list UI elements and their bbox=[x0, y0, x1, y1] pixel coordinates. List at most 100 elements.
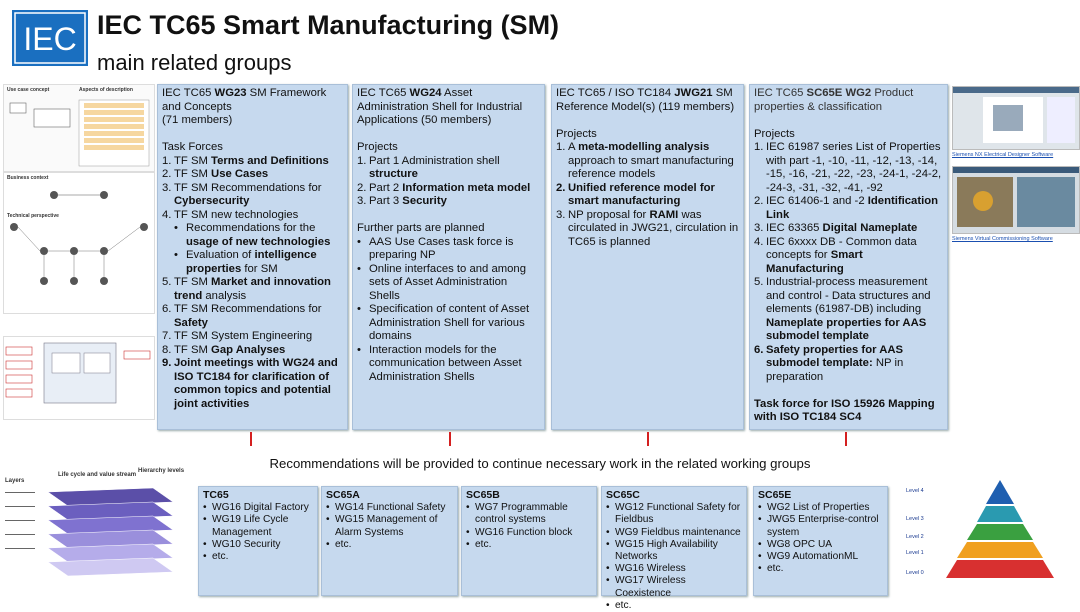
item-text: etc. bbox=[335, 538, 352, 550]
item-text: WG15 Management of Alarm Systems bbox=[335, 514, 438, 538]
group-item: • WG2 List of Properties bbox=[758, 502, 883, 514]
text-run: Unified reference model for smart manufa… bbox=[568, 181, 715, 208]
list-item: 3. NP proposal for RAMI was circulated in… bbox=[556, 209, 739, 250]
text-run: Industrial-process measurement and contr… bbox=[766, 276, 931, 315]
bullet: • bbox=[326, 514, 330, 526]
figure-label: Layers bbox=[5, 478, 25, 484]
item-marker: 2. bbox=[162, 168, 172, 180]
text-run: meta-modelling analysis bbox=[578, 141, 710, 153]
group-item: • WG16 Digital Factory bbox=[203, 502, 313, 514]
list-item: 2. IEC 61406-1 and -2 Identification Link bbox=[754, 195, 943, 222]
working-group: SC65C • WG12 Functional Safety for Fieldbu… bbox=[601, 486, 747, 611]
business-figure: Business context Technical perspective bbox=[3, 172, 155, 314]
item-marker: 1. bbox=[754, 141, 764, 153]
item-marker: 3. bbox=[754, 222, 764, 234]
arrow bbox=[845, 432, 847, 446]
text-run: Smart Manufacturing bbox=[766, 249, 863, 275]
item-marker: 2. bbox=[754, 195, 764, 207]
text-run: Information meta model bbox=[402, 181, 531, 194]
text-run: IEC TC65 bbox=[357, 87, 410, 99]
figure-graphic bbox=[10, 191, 148, 285]
item-marker: 5. bbox=[754, 276, 764, 288]
text-run: analysis bbox=[202, 289, 247, 302]
text-run: Recommendations for the bbox=[186, 222, 316, 234]
text-run: Task Forces bbox=[162, 141, 223, 153]
item-text: Interaction models for the communication… bbox=[369, 344, 540, 385]
item-text: TF SM Gap Analyses bbox=[174, 344, 285, 358]
bullet: • bbox=[357, 343, 361, 356]
text-run: TF SM new technologies bbox=[174, 208, 299, 221]
arrow bbox=[647, 432, 649, 446]
item-text: WG16 Digital Factory bbox=[212, 502, 309, 514]
text-run: Security bbox=[402, 195, 447, 207]
item-text: Unified reference model for smart manufa… bbox=[568, 182, 739, 209]
item-text: Part 1 Administration shell structure bbox=[369, 155, 540, 182]
item-text: Evaluation of intelligence properties fo… bbox=[186, 249, 343, 276]
bullet: • bbox=[606, 502, 610, 514]
level-label: Level 2 bbox=[906, 534, 924, 540]
bullet: • bbox=[357, 303, 361, 315]
text-run: Safety properties for AAS submodel templ… bbox=[766, 343, 904, 370]
text-run: Task force for ISO 15926 Mapping with IS… bbox=[754, 397, 935, 424]
text-run: Specification of content of Asset Admini… bbox=[369, 303, 530, 342]
figure-graphic bbox=[9, 99, 150, 167]
text-run: IEC 61406-1 and -2 bbox=[766, 195, 868, 207]
text-run: usage of new technologies bbox=[186, 235, 331, 248]
text-run: TF SM Recommendations for bbox=[174, 181, 322, 194]
text-run: Joint meetings with WG24 and ISO TC184 f… bbox=[174, 357, 338, 410]
text-run: WG24 bbox=[409, 87, 442, 99]
text-run: WG23 bbox=[214, 87, 247, 99]
bullet: • bbox=[466, 502, 470, 514]
item-text: WG17 Wireless Coexistence bbox=[615, 575, 686, 599]
text-run: Product properties & classification bbox=[754, 87, 914, 113]
item-text: TF SM Use Cases bbox=[174, 168, 268, 182]
figure-label: Use case concept bbox=[7, 87, 50, 93]
bullet: • bbox=[357, 235, 361, 248]
text-run: SM Framework and Concepts bbox=[162, 87, 327, 113]
bullet: • bbox=[758, 514, 762, 526]
item-marker: 4. bbox=[162, 208, 172, 221]
text-run: IEC TC65 bbox=[754, 87, 807, 99]
group-item: • WG9 AutomationML bbox=[758, 551, 883, 563]
bullet: • bbox=[606, 563, 610, 575]
item-text: Part 2 Information meta model bbox=[369, 182, 530, 196]
group-item: • WG8 OPC UA bbox=[758, 539, 883, 551]
text-run: Market and innovation trend bbox=[174, 276, 331, 302]
group-item: • etc. bbox=[466, 539, 592, 551]
item-marker: 3. bbox=[162, 181, 172, 194]
section-title: Further parts are planned bbox=[357, 222, 540, 236]
item-text: Specification of content of Asset Admini… bbox=[369, 303, 540, 344]
section: Projects 1. Part 1 Administration shell st… bbox=[357, 141, 540, 209]
column-heading: IEC TC65 / ISO TC184 JWG21 SM Reference … bbox=[556, 87, 739, 114]
bullet: • bbox=[606, 526, 610, 538]
iec-logo: IEC bbox=[12, 10, 88, 66]
text-run: IEC TC65 bbox=[162, 87, 215, 99]
section: Task force for ISO 15926 Mapping with IS… bbox=[754, 398, 943, 425]
item-text: NP proposal for RAMI was circulated in J… bbox=[568, 209, 739, 250]
text-run: TF SM bbox=[174, 154, 212, 167]
group-column: IEC TC65 WG23 SM Framework and Concepts(… bbox=[157, 84, 348, 430]
text-run: Part 2 bbox=[369, 181, 403, 194]
list-item: • Online interfaces to and among sets of … bbox=[357, 263, 540, 304]
bullet: • bbox=[203, 514, 207, 526]
text-run: Terms and Definitions bbox=[211, 154, 329, 167]
sub-item: • Recommendations for the usage of new te… bbox=[162, 222, 343, 249]
item-marker: 8. bbox=[162, 343, 172, 356]
list-item: • AAS Use Cases task force is preparing N… bbox=[357, 236, 540, 263]
group-title: SC65E bbox=[758, 489, 792, 501]
group-item: • WG16 Wireless bbox=[606, 563, 742, 575]
bullet: • bbox=[326, 538, 330, 550]
item-text: WG12 Functional Safety for Fieldbus bbox=[615, 502, 741, 526]
item-text: WG10 Security bbox=[212, 538, 281, 550]
group-item: • WG7 Programmable control systems bbox=[466, 502, 592, 526]
item-text: WG7 Programmable control systems bbox=[475, 502, 568, 526]
section: Projects 1. IEC 61987 series List of Prope… bbox=[754, 128, 943, 385]
item-text: TF SM Recommendations for Safety bbox=[174, 303, 343, 330]
group-item: • WG17 Wireless Coexistence bbox=[606, 575, 742, 599]
group-title: SC65A bbox=[326, 489, 360, 501]
column-heading: IEC TC65 WG23 SM Framework and Concepts bbox=[162, 87, 343, 114]
text-run: TF SM System Engineering bbox=[174, 330, 313, 342]
section: Task Forces 1. TF SM Terms and Definitions… bbox=[162, 141, 343, 411]
bullet: • bbox=[203, 551, 207, 563]
text-run: SC65E WG2 bbox=[806, 87, 872, 99]
